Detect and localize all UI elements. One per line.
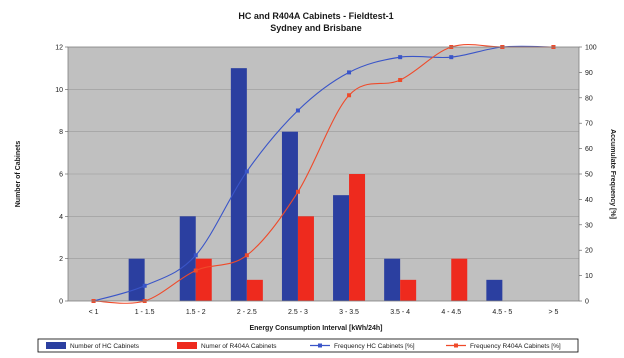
line-point [295,108,300,113]
right-tick-label: 90 [585,70,593,77]
x-tick-label: 2 - 2.5 [237,309,257,316]
x-tick-label: 1.5 - 2 [186,309,206,316]
legend-marker [454,343,458,348]
line-point [142,283,147,288]
gridlines [68,89,579,259]
x-axis-label: Energy Consumption Interval [kWh/24h] [249,325,382,332]
line-point [347,70,352,75]
x-tick-label: 2.5 - 3 [288,309,308,316]
left-tick-label: 0 [59,299,63,306]
right-tick-label: 50 [585,172,593,179]
legend-swatch [46,342,66,349]
line-point [347,93,352,98]
left-tick-label: 10 [55,87,63,94]
bar [400,279,417,301]
chart-subtitle: Sydney and Brisbane [270,23,362,33]
bar [179,216,196,301]
legend-label: Frequency HC Cabinets [%] [334,343,415,350]
right-tick-label: 80 [585,95,593,102]
bar [384,258,401,301]
x-tick-label: 3.5 - 4 [390,309,410,316]
right-axis-ticks: 0 10 20 30 40 50 60 70 80 90 100 [579,45,597,306]
left-axis-ticks: 0 2 4 6 8 10 12 [55,45,68,306]
legend-marker [318,343,322,348]
bar [246,279,263,301]
right-tick-label: 40 [585,197,593,204]
line-point [193,268,198,273]
x-tick-label: 4 - 4.5 [441,309,461,316]
legend-label: Frequency R404A Cabinets [%] [470,343,561,350]
bar [281,131,298,301]
right-tick-label: 70 [585,121,593,128]
right-tick-label: 0 [585,299,589,306]
right-tick-label: 30 [585,222,593,229]
bar [297,216,314,301]
line-point [295,189,300,194]
line-point [244,253,249,258]
legend-box [37,338,579,353]
x-tick-label: 3 - 3.5 [339,309,359,316]
bar [486,279,503,301]
series-line [93,44,554,304]
right-tick-label: 60 [585,146,593,153]
x-tick-label: < 1 [89,309,99,316]
line-point [449,55,454,60]
x-tick-label: 4.5 - 5 [492,309,512,316]
left-tick-label: 8 [59,129,63,136]
bar [195,258,212,301]
bar [451,258,468,301]
line-point [244,169,249,174]
x-axis-ticks: < 1 1 - 1.5 1.5 - 2 2 - 2.5 2.5 - 3 3 - 3.5 3.… [89,309,559,316]
left-tick-label: 4 [59,214,63,221]
chart-title: HC and R404A Cabinets - Fieldtest-1 [238,11,393,21]
y-axis-label: Number of Cabinets [15,141,22,208]
x-tick-label: 1 - 1.5 [135,309,155,316]
bar [349,174,366,301]
right-tick-label: 100 [585,45,597,52]
left-tick-label: 6 [59,172,63,179]
line-point [193,253,198,258]
legend: Number of HC Cabinets Numer of R404A Cabi… [37,338,579,353]
bar [333,195,350,301]
line-point [398,78,403,83]
legend-swatch [177,342,197,349]
series-line [93,45,554,302]
bars [128,68,503,302]
legend-label: Number of HC Cabinets [70,343,140,350]
y2-axis-label: Accumulate Frequency [%] [609,129,616,219]
x-tick-label: > 5 [548,309,558,316]
legend-label: Numer of R404A Cabinets [201,343,277,350]
bar [128,258,145,301]
line-point [398,55,403,60]
right-tick-label: 10 [585,273,593,280]
right-tick-label: 20 [585,248,593,255]
left-tick-label: 12 [55,45,63,52]
left-tick-label: 2 [59,256,63,263]
